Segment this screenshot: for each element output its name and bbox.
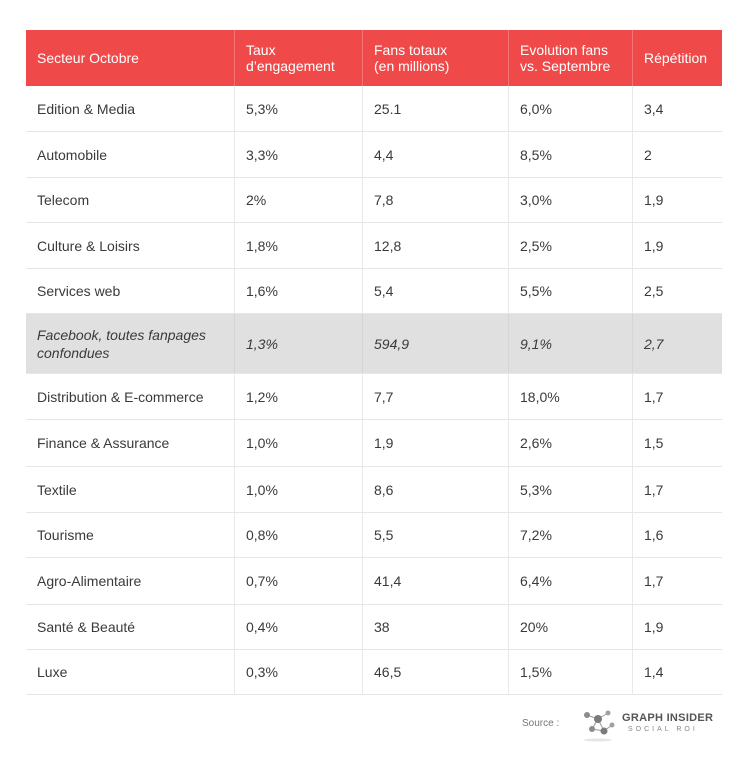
cell-repetition: 2	[632, 132, 722, 177]
cell-sector: Tourisme	[37, 527, 94, 543]
table-row-highlighted: Facebook, toutes fanpages confondues 1,3%…	[26, 314, 722, 374]
cell-engagement-rate: 1,8%	[234, 223, 362, 268]
cell-fan-evolution: 5,3%	[508, 467, 632, 512]
table-body: Edition & Media 5,3% 25.1 6,0% 3,4 Automobile…	[26, 86, 722, 695]
table-row: Textile 1,0% 8,6 5,3% 1,7	[26, 467, 722, 513]
cell-engagement-rate: 5,3%	[234, 86, 362, 131]
cell-total-fans: 5,5	[362, 513, 508, 557]
cell-repetition: 1,9	[632, 223, 722, 268]
cell-fan-evolution: 20%	[508, 605, 632, 649]
header-total-fans: Fans totaux (en millions)	[362, 30, 508, 86]
cell-engagement-rate: 0,3%	[234, 650, 362, 694]
cell-repetition: 3,4	[632, 86, 722, 131]
table-row: Tourisme 0,8% 5,5 7,2% 1,6	[26, 513, 722, 558]
cell-fan-evolution: 9,1%	[508, 314, 632, 373]
cell-repetition: 1,5	[632, 420, 722, 466]
cell-total-fans: 41,4	[362, 558, 508, 604]
cell-total-fans: 4,4	[362, 132, 508, 177]
table-row: Edition & Media 5,3% 25.1 6,0% 3,4	[26, 86, 722, 132]
cell-engagement-rate: 1,0%	[234, 420, 362, 466]
cell-engagement-rate: 0,4%	[234, 605, 362, 649]
cell-repetition: 1,7	[632, 467, 722, 512]
cell-sector: Agro-Alimentaire	[37, 573, 142, 589]
cell-engagement-rate: 1,3%	[234, 314, 362, 373]
cell-fan-evolution: 6,4%	[508, 558, 632, 604]
cell-repetition: 2,5	[632, 269, 722, 313]
cell-repetition: 1,9	[632, 178, 722, 222]
cell-engagement-rate: 1,2%	[234, 374, 362, 419]
cell-engagement-rate: 0,7%	[234, 558, 362, 604]
cell-total-fans: 7,8	[362, 178, 508, 222]
cell-engagement-rate: 1,6%	[234, 269, 362, 313]
cell-repetition: 1,6	[632, 513, 722, 557]
header-engagement-rate: Taux d’engagement	[234, 30, 362, 86]
cell-total-fans: 594,9	[362, 314, 508, 373]
cell-sector: Facebook, toutes fanpages confondues	[37, 326, 206, 361]
table-row: Automobile 3,3% 4,4 8,5% 2	[26, 132, 722, 178]
header-fan-evolution: Evolution fans vs. Septembre	[508, 30, 632, 86]
table-row: Finance & Assurance 1,0% 1,9 2,6% 1,5	[26, 420, 722, 467]
cell-engagement-rate: 1,0%	[234, 467, 362, 512]
cell-sector: Santé & Beauté	[37, 619, 136, 635]
table-header-row: Secteur Octobre Taux d’engagement Fans t…	[26, 30, 722, 86]
cell-total-fans: 38	[362, 605, 508, 649]
cell-sector: Edition & Media	[37, 100, 136, 117]
cell-total-fans: 1,9	[362, 420, 508, 466]
cell-sector: Automobile	[37, 146, 108, 163]
cell-repetition: 1,9	[632, 605, 722, 649]
table-row: Agro-Alimentaire 0,7% 41,4 6,4% 1,7	[26, 558, 722, 605]
cell-engagement-rate: 2%	[234, 178, 362, 222]
cell-total-fans: 7,7	[362, 374, 508, 419]
table-row: Santé & Beauté 0,4% 38 20% 1,9	[26, 605, 722, 650]
cell-fan-evolution: 2,5%	[508, 223, 632, 268]
brand-tagline: SOCIAL ROI	[628, 726, 698, 733]
cell-engagement-rate: 0,8%	[234, 513, 362, 557]
cell-repetition: 2,7	[632, 314, 722, 373]
table-row: Telecom 2% 7,8 3,0% 1,9	[26, 178, 722, 223]
cell-sector: Finance & Assurance	[37, 435, 170, 451]
cell-fan-evolution: 7,2%	[508, 513, 632, 557]
cell-fan-evolution: 3,0%	[508, 178, 632, 222]
table-row: Luxe 0,3% 46,5 1,5% 1,4	[26, 650, 722, 695]
cell-fan-evolution: 6,0%	[508, 86, 632, 131]
cell-repetition: 1,7	[632, 558, 722, 604]
cell-total-fans: 5,4	[362, 269, 508, 313]
table-row: Culture & Loisirs 1,8% 12,8 2,5% 1,9	[26, 223, 722, 269]
graph-insider-logo	[584, 710, 615, 742]
sector-engagement-table: Secteur Octobre Taux d’engagement Fans t…	[26, 30, 722, 695]
cell-sector: Services web	[37, 283, 121, 299]
cell-fan-evolution: 2,6%	[508, 420, 632, 466]
cell-fan-evolution: 5,5%	[508, 269, 632, 313]
header-repetition: Répétition	[632, 30, 722, 86]
source-label: Source :	[522, 718, 560, 729]
cell-sector: Culture & Loisirs	[37, 237, 140, 254]
table-row: Distribution & E-commerce 1,2% 7,7 18,0% 1,7	[26, 374, 722, 420]
cell-engagement-rate: 3,3%	[234, 132, 362, 177]
cell-sector: Telecom	[37, 192, 90, 208]
cell-total-fans: 46,5	[362, 650, 508, 694]
cell-fan-evolution: 8,5%	[508, 132, 632, 177]
cell-sector: Textile	[37, 481, 77, 498]
cell-sector: Luxe	[37, 664, 68, 680]
brand-name: GRAPH INSIDER	[622, 712, 714, 724]
table-row: Services web 1,6% 5,4 5,5% 2,5	[26, 269, 722, 314]
cell-total-fans: 8,6	[362, 467, 508, 512]
cell-total-fans: 12,8	[362, 223, 508, 268]
cell-repetition: 1,7	[632, 374, 722, 419]
cell-total-fans: 25.1	[362, 86, 508, 131]
header-sector: Secteur Octobre	[37, 50, 139, 66]
cell-fan-evolution: 1,5%	[508, 650, 632, 694]
cell-fan-evolution: 18,0%	[508, 374, 632, 419]
cell-sector: Distribution & E-commerce	[37, 388, 204, 405]
cell-repetition: 1,4	[632, 650, 722, 694]
